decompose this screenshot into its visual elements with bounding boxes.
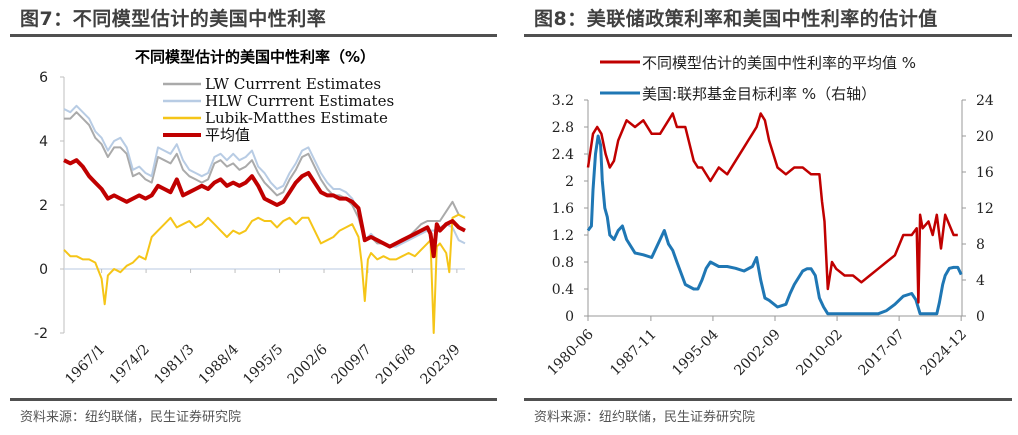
x-tick-label: 1980-06: [544, 326, 597, 379]
legend-label: 美国:联邦基金目标利率 %（右轴）: [642, 85, 876, 103]
figure-7-title: 图7：不同模型估计的美国中性利率: [20, 8, 327, 30]
figure-8-source: 资料来源：纽约联储，民生证券研究院: [534, 410, 756, 425]
source-divider: [524, 398, 1012, 401]
series-line-fed-funds-rate: [586, 134, 963, 316]
series-line-lubik-matthes: [63, 213, 466, 334]
title-divider: [524, 34, 1012, 37]
y2-tick-label: 8: [976, 237, 985, 253]
legend-label: 不同模型估计的美国中性利率的平均值 %: [642, 54, 916, 72]
x-tick-label: 2009/7: [329, 342, 375, 388]
figure-7-source: 资料来源：纽约联储，民生证券研究院: [20, 410, 242, 425]
legend-label: 平均值: [205, 126, 250, 144]
y-tick-label: 1.6: [552, 201, 574, 217]
y2-tick-label: 0: [976, 309, 985, 325]
figure-7-panel: 图7：不同模型估计的美国中性利率 不同模型估计的美国中性利率（%） 6 4 2 0 -2 1…: [0, 0, 505, 435]
y2-tick-label: 24: [976, 93, 994, 109]
y-tick-label: 2: [565, 174, 574, 190]
x-tick-label: 1981/3: [151, 342, 197, 388]
legend-label: Lubik-Matthes Estimate: [205, 109, 388, 127]
x-tick-label: 1987-11: [607, 327, 659, 379]
y-tick-label: -2: [34, 326, 48, 342]
y-tick-label: 0.8: [552, 255, 574, 271]
x-tick-label: 1974/2: [107, 342, 153, 388]
x-tick-label: 1967/1: [62, 342, 108, 388]
y-tick-label: 3.2: [552, 93, 574, 109]
chart-title: 不同模型估计的美国中性利率（%）: [135, 48, 375, 66]
y-tick-label: 0.4: [552, 282, 574, 298]
x-tick-label: 2016/8: [373, 342, 419, 388]
y2-tick-label: 16: [976, 165, 994, 181]
chart-8-svg: 3.22.82.421.61.20.80.40242016128401980-0…: [544, 54, 994, 379]
figure-8-panel: 图8：美联储政策利率和美国中性利率的估计值 3.2 2.8 2.4 2 1.6 1.2 0.…: [520, 0, 1018, 435]
series-line-neutral-rate-average: [586, 112, 958, 304]
y-tick-label: 0: [565, 309, 574, 325]
x-tick-label: 2017-07: [855, 327, 907, 379]
title-divider: [10, 34, 497, 37]
x-tick-label: 2023/9: [418, 342, 464, 388]
source-divider: [10, 398, 497, 401]
legend-label: LW Currrent Estimates: [205, 75, 381, 93]
y2-tick-label: 20: [976, 129, 994, 145]
y-tick-label: 0: [39, 262, 48, 278]
x-tick-label: 1995/5: [240, 342, 286, 388]
legend-label: HLW Currrent Estimates: [205, 92, 394, 110]
y-tick-label: 2.8: [552, 120, 574, 136]
series-line-lw: [64, 111, 466, 248]
x-tick-label: 2024-12: [918, 327, 970, 379]
y2-tick-label: 4: [976, 273, 985, 289]
series-line-hlw: [63, 104, 466, 248]
figure-8-title: 图8：美联储政策利率和美国中性利率的估计值: [534, 8, 938, 30]
y-tick-label: 4: [39, 134, 48, 150]
x-tick-label: 1988/4: [196, 341, 242, 387]
y-tick-label: 6: [39, 70, 48, 86]
series-line-average: [63, 158, 466, 259]
x-tick-label: 2002/6: [285, 341, 331, 387]
chart-7-svg: 不同模型估计的美国中性利率（%） 6 4 2 0 -2 1967/11974/21981/3…: [34, 48, 466, 388]
x-tick-label: 2010-02: [793, 327, 845, 379]
x-tick-label: 2002-09: [731, 327, 783, 379]
x-tick-label: 1995-04: [669, 326, 722, 379]
y-tick-label: 2: [39, 198, 48, 214]
y2-tick-label: 12: [976, 201, 994, 217]
y-tick-label: 2.4: [552, 147, 574, 163]
y-tick-label: 1.2: [552, 228, 574, 244]
